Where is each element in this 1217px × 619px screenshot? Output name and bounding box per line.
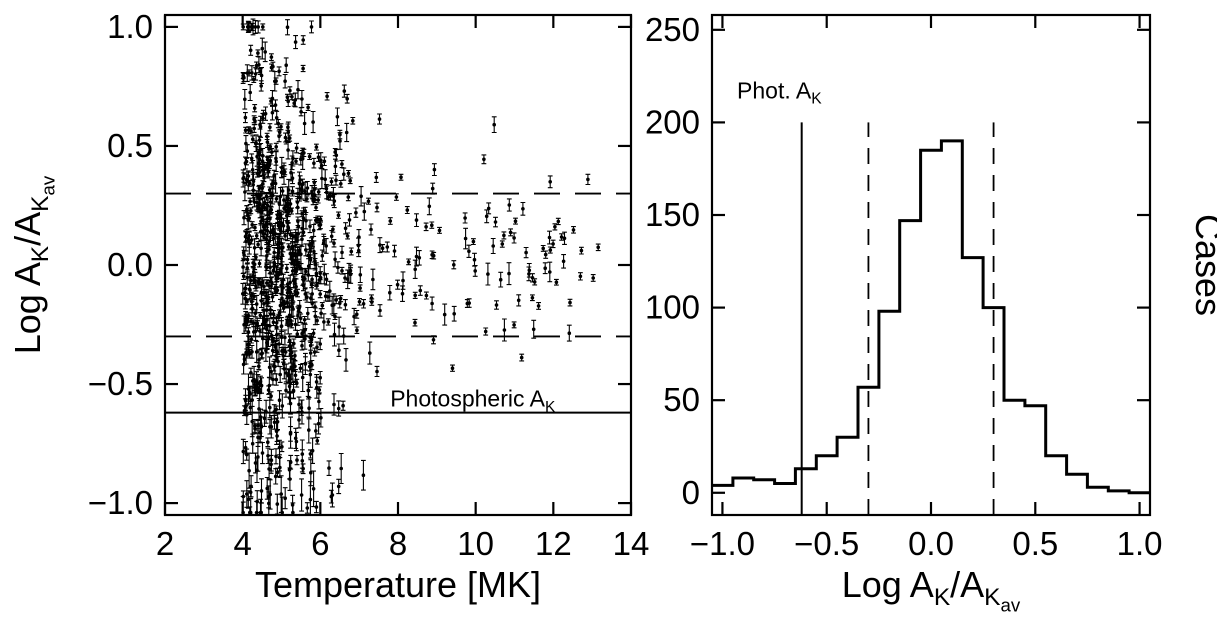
x-tick-label: 8 <box>389 525 407 562</box>
y-tick-label: 0.0 <box>107 246 153 283</box>
scatter-points <box>240 18 601 515</box>
x-tick-label: 4 <box>233 525 251 562</box>
x-tick-label: 1.0 <box>1117 525 1163 562</box>
histogram-line <box>712 139 1150 495</box>
x-axis-title: Log AK/AKav <box>842 564 1021 615</box>
x-tick-label: 0.0 <box>908 525 954 562</box>
y-axis-title: Log AK/AKav <box>7 175 58 354</box>
tick-marks <box>163 15 633 515</box>
tick-labels: −1.0 −0.5 0.0 0.5 1.0 0 50 100 150 200 250 <box>645 11 1163 562</box>
annotation-photospheric: Photospheric AK <box>390 386 556 416</box>
x-tick-label: 12 <box>535 525 572 562</box>
y-tick-label: 50 <box>663 381 700 418</box>
x-tick-label: −1.0 <box>690 525 755 562</box>
axes-frame <box>163 13 633 517</box>
x-tick-label: −0.5 <box>794 525 859 562</box>
y-tick-label: −1.0 <box>88 484 153 521</box>
y-tick-label: 150 <box>645 196 700 233</box>
x-tick-label: 2 <box>156 525 174 562</box>
y-tick-label: −0.5 <box>88 365 153 402</box>
y-tick-label: 100 <box>645 289 700 326</box>
y-tick-label: 200 <box>645 103 700 140</box>
x-tick-label: 6 <box>311 525 329 562</box>
histogram-panel: Phot. AK −1.0 −0.5 0.0 0.5 1.0 0 50 100 150 200 250… <box>645 11 1217 616</box>
x-axis-title: Temperature [MK] <box>255 564 541 605</box>
tick-labels: 2 4 6 8 10 12 14 −1.0 −0.5 0.0 0.5 1.0 <box>88 8 650 562</box>
y-tick-label: 1.0 <box>107 8 153 45</box>
y-tick-label: 250 <box>645 11 700 48</box>
reference-lines <box>800 122 995 515</box>
x-tick-label: 0.5 <box>1012 525 1058 562</box>
y-tick-label: 0.5 <box>107 127 153 164</box>
error-bars <box>240 18 601 515</box>
x-tick-label: 10 <box>457 525 494 562</box>
x-tick-label: 14 <box>613 525 650 562</box>
scatter-panel: Photospheric AK 2 4 6 8 10 12 14 −1.0 −0.5 0.0 0.5 1… <box>7 8 649 605</box>
tick-marks <box>712 15 1150 515</box>
reference-lines <box>165 192 631 414</box>
annotation-phot: Phot. AK <box>737 77 822 107</box>
y-tick-label: 0 <box>682 474 700 511</box>
y-axis-title: Cases <box>1188 214 1217 316</box>
